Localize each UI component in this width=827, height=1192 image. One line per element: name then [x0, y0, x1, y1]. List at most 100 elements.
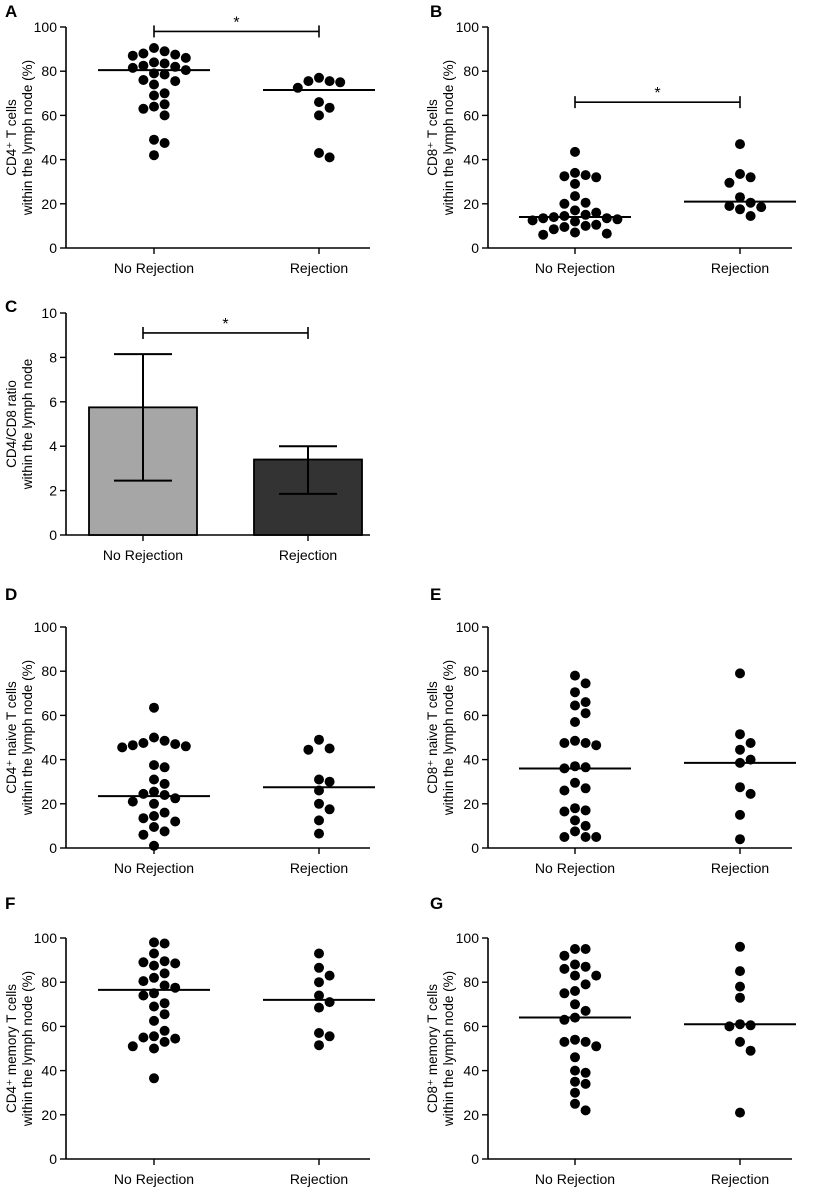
panel-b-data-point: [735, 192, 745, 203]
panel-b-data-point: [559, 211, 570, 221]
panel-a-category-label: No Rejection: [114, 260, 194, 276]
panel-d-y-tick-label: 80: [41, 663, 57, 679]
panel-a-data-point: [170, 49, 181, 60]
panel-b-data-point: [580, 209, 591, 220]
panel-f-data-point: [314, 1040, 324, 1051]
panel-e-category-label: Rejection: [711, 860, 769, 876]
panel-a: A 0 20 40 60 80 100 No Rejection Rejection CD4⁺ T…: [4, 2, 375, 276]
panel-c: C 0 2 4 6 8 10 No Rejection Rejection CD4/CD8 rat…: [4, 297, 370, 563]
panel-e-y-tick-label: 60: [463, 707, 479, 723]
panel-g-y-tick-label: 80: [463, 974, 479, 990]
panel-f-data-point: [159, 1025, 170, 1036]
panel-d-data-point: [149, 798, 159, 809]
panel-g: G 0 20 40 60 80 100 No Rejection Rejection CD8⁺ m…: [425, 894, 796, 1187]
panel-b-data-point: [745, 197, 756, 208]
panel-b-data-point: [735, 139, 745, 150]
panel-e-data-point: [735, 834, 745, 845]
panel-f-data-point: [149, 1073, 159, 1084]
panel-b-data-point: [548, 224, 559, 235]
panel-c-y-tick-label: 10: [41, 305, 57, 321]
panel-e-data-point: [735, 809, 745, 820]
panel-f-y-label-line1: CD4⁺ memory T cells: [4, 984, 19, 1113]
panel-g-data-point: [580, 979, 591, 990]
panel-a-y-tick-label: 0: [49, 240, 57, 256]
panel-a-data-point: [180, 52, 191, 63]
panel-a-y-tick-label: 60: [41, 107, 57, 123]
panel-f-data-point: [149, 972, 159, 983]
panel-g-data-point: [570, 1076, 580, 1087]
panel-a-data-point: [324, 102, 335, 113]
panel-b-y-tick-label: 60: [463, 107, 479, 123]
panel-b-data-point: [724, 177, 735, 188]
panel-a-data-point: [303, 76, 314, 87]
panel-f-data-point: [324, 997, 335, 1008]
panel-e-data-point: [580, 832, 591, 842]
panel-e-y-tick-label: 40: [463, 752, 479, 768]
panel-d-data-point: [149, 774, 159, 785]
panel-e-data-point: [570, 815, 580, 826]
panel-f-data-point: [159, 968, 170, 979]
panel-d-data-point: [149, 760, 159, 771]
panel-d-data-point: [180, 741, 191, 752]
panel-d-data-point: [149, 822, 159, 832]
panel-f-data-point: [314, 962, 324, 973]
panel-g-y-axis-label: CD8⁺ memory T cellswithin the lymph node…: [425, 971, 456, 1127]
panel-a-data-point: [138, 75, 149, 85]
panel-e-data-point: [735, 668, 745, 679]
panel-b-data-point: [570, 205, 580, 216]
panel-g-data-point: [570, 1098, 580, 1109]
panel-e-data-point: [580, 820, 591, 831]
panel-g-data-point: [570, 1034, 580, 1045]
panel-d: D 0 20 40 60 80 100 No Rejection Rejection CD4⁺ n…: [4, 585, 375, 876]
panel-b-data-point: [724, 201, 735, 211]
panel-d-data-point: [314, 774, 324, 785]
panel-b-letter: B: [430, 2, 442, 21]
panel-b-y-label-line2: within the lymph node (%): [441, 60, 456, 216]
panel-e-data-point: [745, 788, 756, 799]
panel-a-data-point: [149, 57, 159, 68]
panel-e-data-point: [580, 708, 591, 719]
panel-f-data-point: [159, 1009, 170, 1020]
panel-d-y-axis-label: CD4⁺ naive T cellswithin the lymph node …: [4, 660, 35, 816]
panel-e-y-tick-label: 100: [456, 619, 480, 635]
panel-e-data-point: [580, 805, 591, 816]
panel-b-data-point: [570, 146, 580, 157]
panel-e: E 0 20 40 60 80 100 No Rejection Rejection CD8⁺ n…: [425, 585, 796, 876]
panel-f-category-label: No Rejection: [114, 1171, 194, 1187]
panel-e-y-tick-label: 20: [463, 796, 479, 812]
panel-d-y-tick-label: 20: [41, 796, 57, 812]
panel-d-data-point: [159, 762, 170, 773]
panel-a-y-axis-label: CD4⁺ T cellswithin the lymph node (%): [4, 60, 35, 216]
panel-e-data-point: [570, 735, 580, 746]
panel-f-data-point: [170, 1033, 181, 1044]
panel-f-y-tick-label: 80: [41, 974, 57, 990]
panel-b-y-tick-label: 20: [463, 196, 479, 212]
panel-a-data-point: [149, 90, 159, 101]
panel-g-data-point: [559, 1014, 570, 1025]
panel-f-data-point: [324, 970, 335, 981]
panel-b-data-point: [601, 213, 612, 224]
panel-f-y-tick-label: 0: [49, 1151, 57, 1167]
panel-a-data-point: [159, 99, 170, 110]
panel-e-data-point: [735, 744, 745, 755]
panel-a-data-point: [159, 88, 170, 99]
panel-c-letter: C: [5, 297, 17, 316]
panel-g-data-point: [570, 970, 580, 981]
panel-d-data-point: [159, 790, 170, 800]
panel-e-data-point: [580, 678, 591, 689]
panel-f-y-label-line2: within the lymph node (%): [20, 971, 35, 1127]
panel-e-data-point: [580, 697, 591, 708]
panel-g-y-label-line1: CD8⁺ memory T cells: [425, 984, 440, 1113]
panel-a-data-point: [170, 76, 181, 87]
panel-a-data-point: [149, 134, 159, 145]
panel-f-data-point: [138, 1032, 149, 1043]
panel-e-data-point: [735, 782, 745, 793]
panel-a-y-tick-label: 100: [34, 19, 58, 35]
panel-d-data-point: [170, 739, 181, 750]
panel-c-y-tick-label: 0: [49, 527, 57, 543]
panel-a-data-point: [159, 46, 170, 57]
panel-b-significance-label: *: [654, 85, 660, 102]
panel-g-y-tick-label: 20: [463, 1107, 479, 1123]
panel-b-data-point: [591, 207, 602, 218]
panel-b-y-tick-label: 80: [463, 63, 479, 79]
